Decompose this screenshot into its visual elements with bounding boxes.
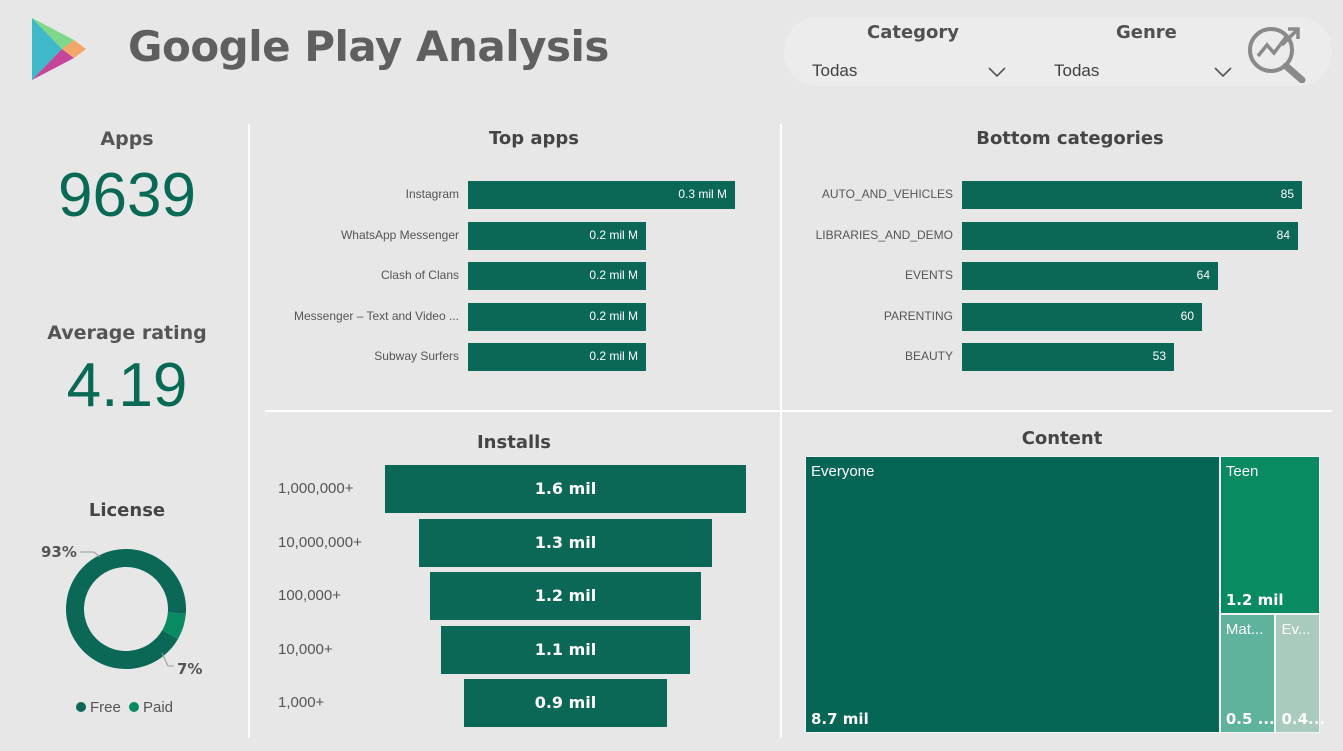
treemap-cell-value: 8.7 mil (811, 710, 869, 728)
treemap-cell-value: 0.4... (1281, 709, 1326, 728)
bottom-category-value-label: 85 (1280, 187, 1294, 201)
donut-label-paid: 7% (177, 660, 203, 678)
top-app-value-label: 0.2 mil M (589, 308, 638, 323)
treemap-cell[interactable]: Mat... 0.5 ... (1219, 614, 1276, 733)
divider-center (780, 124, 782, 738)
top-app-value-label: 0.2 mil M (589, 268, 638, 282)
legend-dot-paid (129, 702, 139, 712)
genre-dropdown-value: Todas (1054, 61, 1100, 80)
treemap-cell-value: 1.2 mil (1225, 591, 1284, 610)
donut-slice-paid[interactable] (159, 606, 191, 639)
bottom-category-label: AUTO_AND_VEHICLES (821, 187, 953, 201)
license-donut-chart (50, 540, 208, 680)
treemap-cell[interactable]: Teen 1.2 mil (1219, 456, 1320, 615)
bottom-category-value-label: 53 (1152, 349, 1166, 363)
bottom-category-label: PARENTING (883, 308, 953, 323)
top-apps-title: Top apps (488, 128, 580, 149)
page-title: Google Play Analysis (128, 22, 609, 71)
bottom-category-bar[interactable]: 85 (962, 181, 1302, 209)
top-app-value-label: 0.2 mil M (589, 349, 638, 363)
installs-label: 10,000+ (278, 640, 333, 658)
installs-label: 100,000+ (278, 587, 341, 604)
top-app-bar[interactable]: 0.2 mil M (468, 343, 646, 371)
installs-value-label: 1.3 mil (534, 532, 597, 552)
treemap-cell-label: Everyone (811, 463, 875, 480)
top-app-label: WhatsApp Messenger (340, 227, 459, 242)
category-filter-label: Category (867, 22, 960, 43)
top-app-value-label: 0.2 mil M (589, 227, 638, 242)
bottom-category-bar[interactable]: 60 (962, 302, 1202, 331)
legend-label-free: Free (90, 699, 121, 716)
treemap-cell[interactable]: Everyone 8.7 mil (805, 456, 1220, 733)
treemap-cell-label: Teen (1225, 463, 1259, 480)
bottom-category-value-label: 60 (1180, 308, 1194, 323)
installs-label: 10,000,000+ (278, 533, 362, 551)
installs-bar[interactable]: 1.2 mil (430, 572, 701, 620)
filter-panel: Category Todas Genre Todas (784, 17, 1332, 86)
treemap-cell-label: Mat... (1225, 621, 1264, 639)
bottom-category-label: BEAUTY (904, 349, 953, 363)
top-app-bar[interactable]: 0.2 mil M (468, 302, 646, 331)
license-title: License (88, 500, 166, 521)
chevron-down-icon (1214, 67, 1232, 78)
top-app-label: Clash of Clans (380, 268, 459, 282)
bottom-category-value-label: 64 (1196, 268, 1210, 282)
installs-bar[interactable]: 1.1 mil (441, 625, 690, 674)
apps-kpi-value: 9639 (58, 161, 196, 230)
category-dropdown[interactable]: Todas (810, 61, 1010, 85)
installs-bar[interactable]: 0.9 mil (463, 679, 668, 727)
donut-label-free: 93% (41, 543, 77, 561)
installs-label: 1,000+ (278, 694, 325, 711)
divider-middle (265, 410, 1332, 412)
bottom-category-label: LIBRARIES_AND_DEMO (815, 227, 953, 242)
genre-dropdown[interactable]: Todas (1052, 61, 1238, 85)
top-app-bar[interactable]: 0.2 mil M (468, 262, 646, 290)
treemap-cell-value: 0.5 ... (1225, 709, 1275, 728)
bottom-category-bar[interactable]: 84 (962, 221, 1298, 250)
installs-bar[interactable]: 1.3 mil (418, 518, 713, 567)
treemap-cell[interactable]: Ev... 0.4... (1275, 614, 1325, 733)
content-title: Content (1021, 428, 1103, 449)
top-app-bar[interactable]: 0.2 mil M (468, 221, 646, 250)
rating-kpi-label: Average rating (47, 322, 207, 344)
apps-kpi-label: Apps (100, 128, 154, 150)
top-app-label: Subway Surfers (374, 349, 459, 363)
chevron-down-icon (988, 67, 1006, 78)
legend-item-free: Free (76, 699, 121, 716)
rating-kpi-value: 4.19 (66, 351, 188, 420)
bottom-category-bar[interactable]: 53 (962, 343, 1174, 371)
legend-item-paid: Paid (129, 699, 173, 716)
top-app-label: Instagram (405, 187, 459, 201)
top-app-label: Messenger – Text and Video ... (294, 308, 459, 323)
top-app-value-label: 0.3 mil M (678, 187, 727, 201)
donut-slice-free[interactable] (50, 540, 208, 680)
google-play-logo-icon (32, 18, 86, 80)
category-dropdown-value: Todas (812, 61, 858, 80)
legend-label-paid: Paid (143, 699, 174, 716)
installs-title: Installs (476, 432, 552, 453)
bottom-category-label: EVENTS (904, 268, 953, 282)
treemap-cell-label: Ev... (1281, 621, 1311, 639)
bottom-categories-title: Bottom categories (976, 128, 1164, 149)
legend-dot-free (76, 702, 86, 712)
genre-filter-label: Genre (1116, 22, 1177, 43)
bottom-category-value-label: 84 (1276, 227, 1290, 242)
bottom-category-bar[interactable]: 64 (962, 262, 1218, 290)
divider-left (248, 124, 250, 738)
installs-value-label: 1.6 mil (534, 479, 597, 498)
installs-value-label: 0.9 mil (534, 693, 597, 712)
analytics-search-icon[interactable] (1246, 23, 1308, 83)
top-app-bar[interactable]: 0.3 mil M (468, 181, 735, 209)
installs-bar[interactable]: 1.6 mil (385, 465, 746, 513)
installs-value-label: 1.2 mil (534, 586, 597, 605)
installs-label: 1,000,000+ (278, 480, 354, 497)
installs-value-label: 1.1 mil (534, 639, 597, 659)
